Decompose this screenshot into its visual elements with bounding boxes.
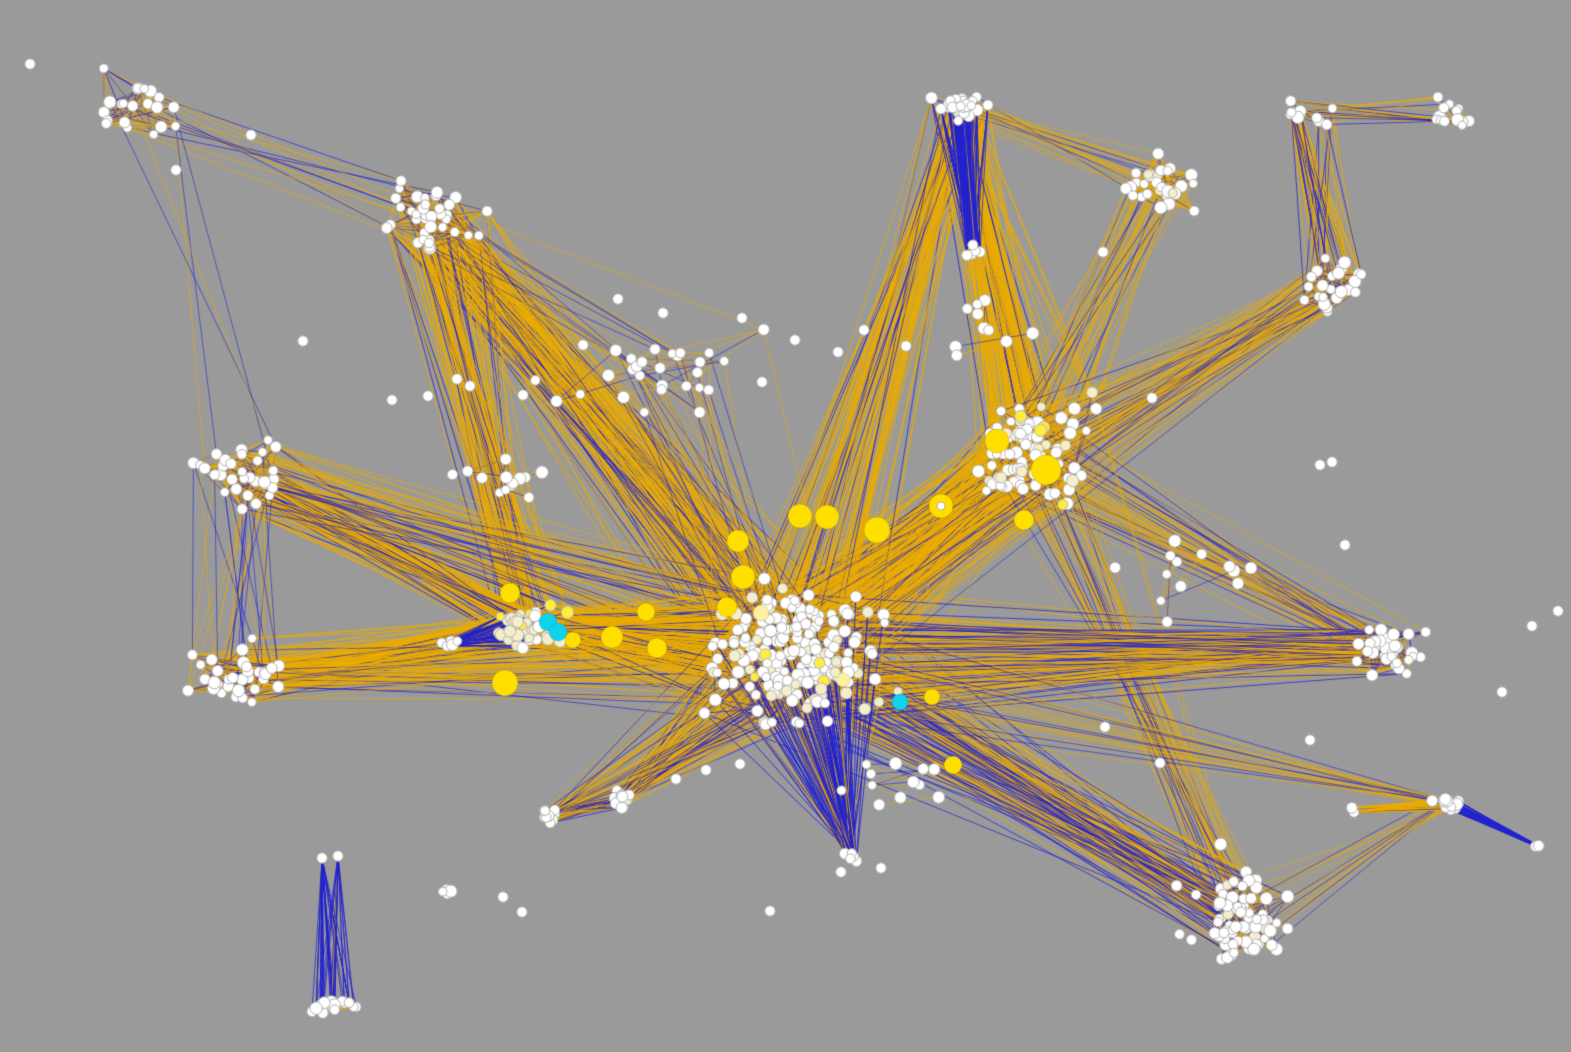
network-graph[interactable] <box>0 0 1571 1052</box>
graph-viewport <box>0 0 1571 1052</box>
